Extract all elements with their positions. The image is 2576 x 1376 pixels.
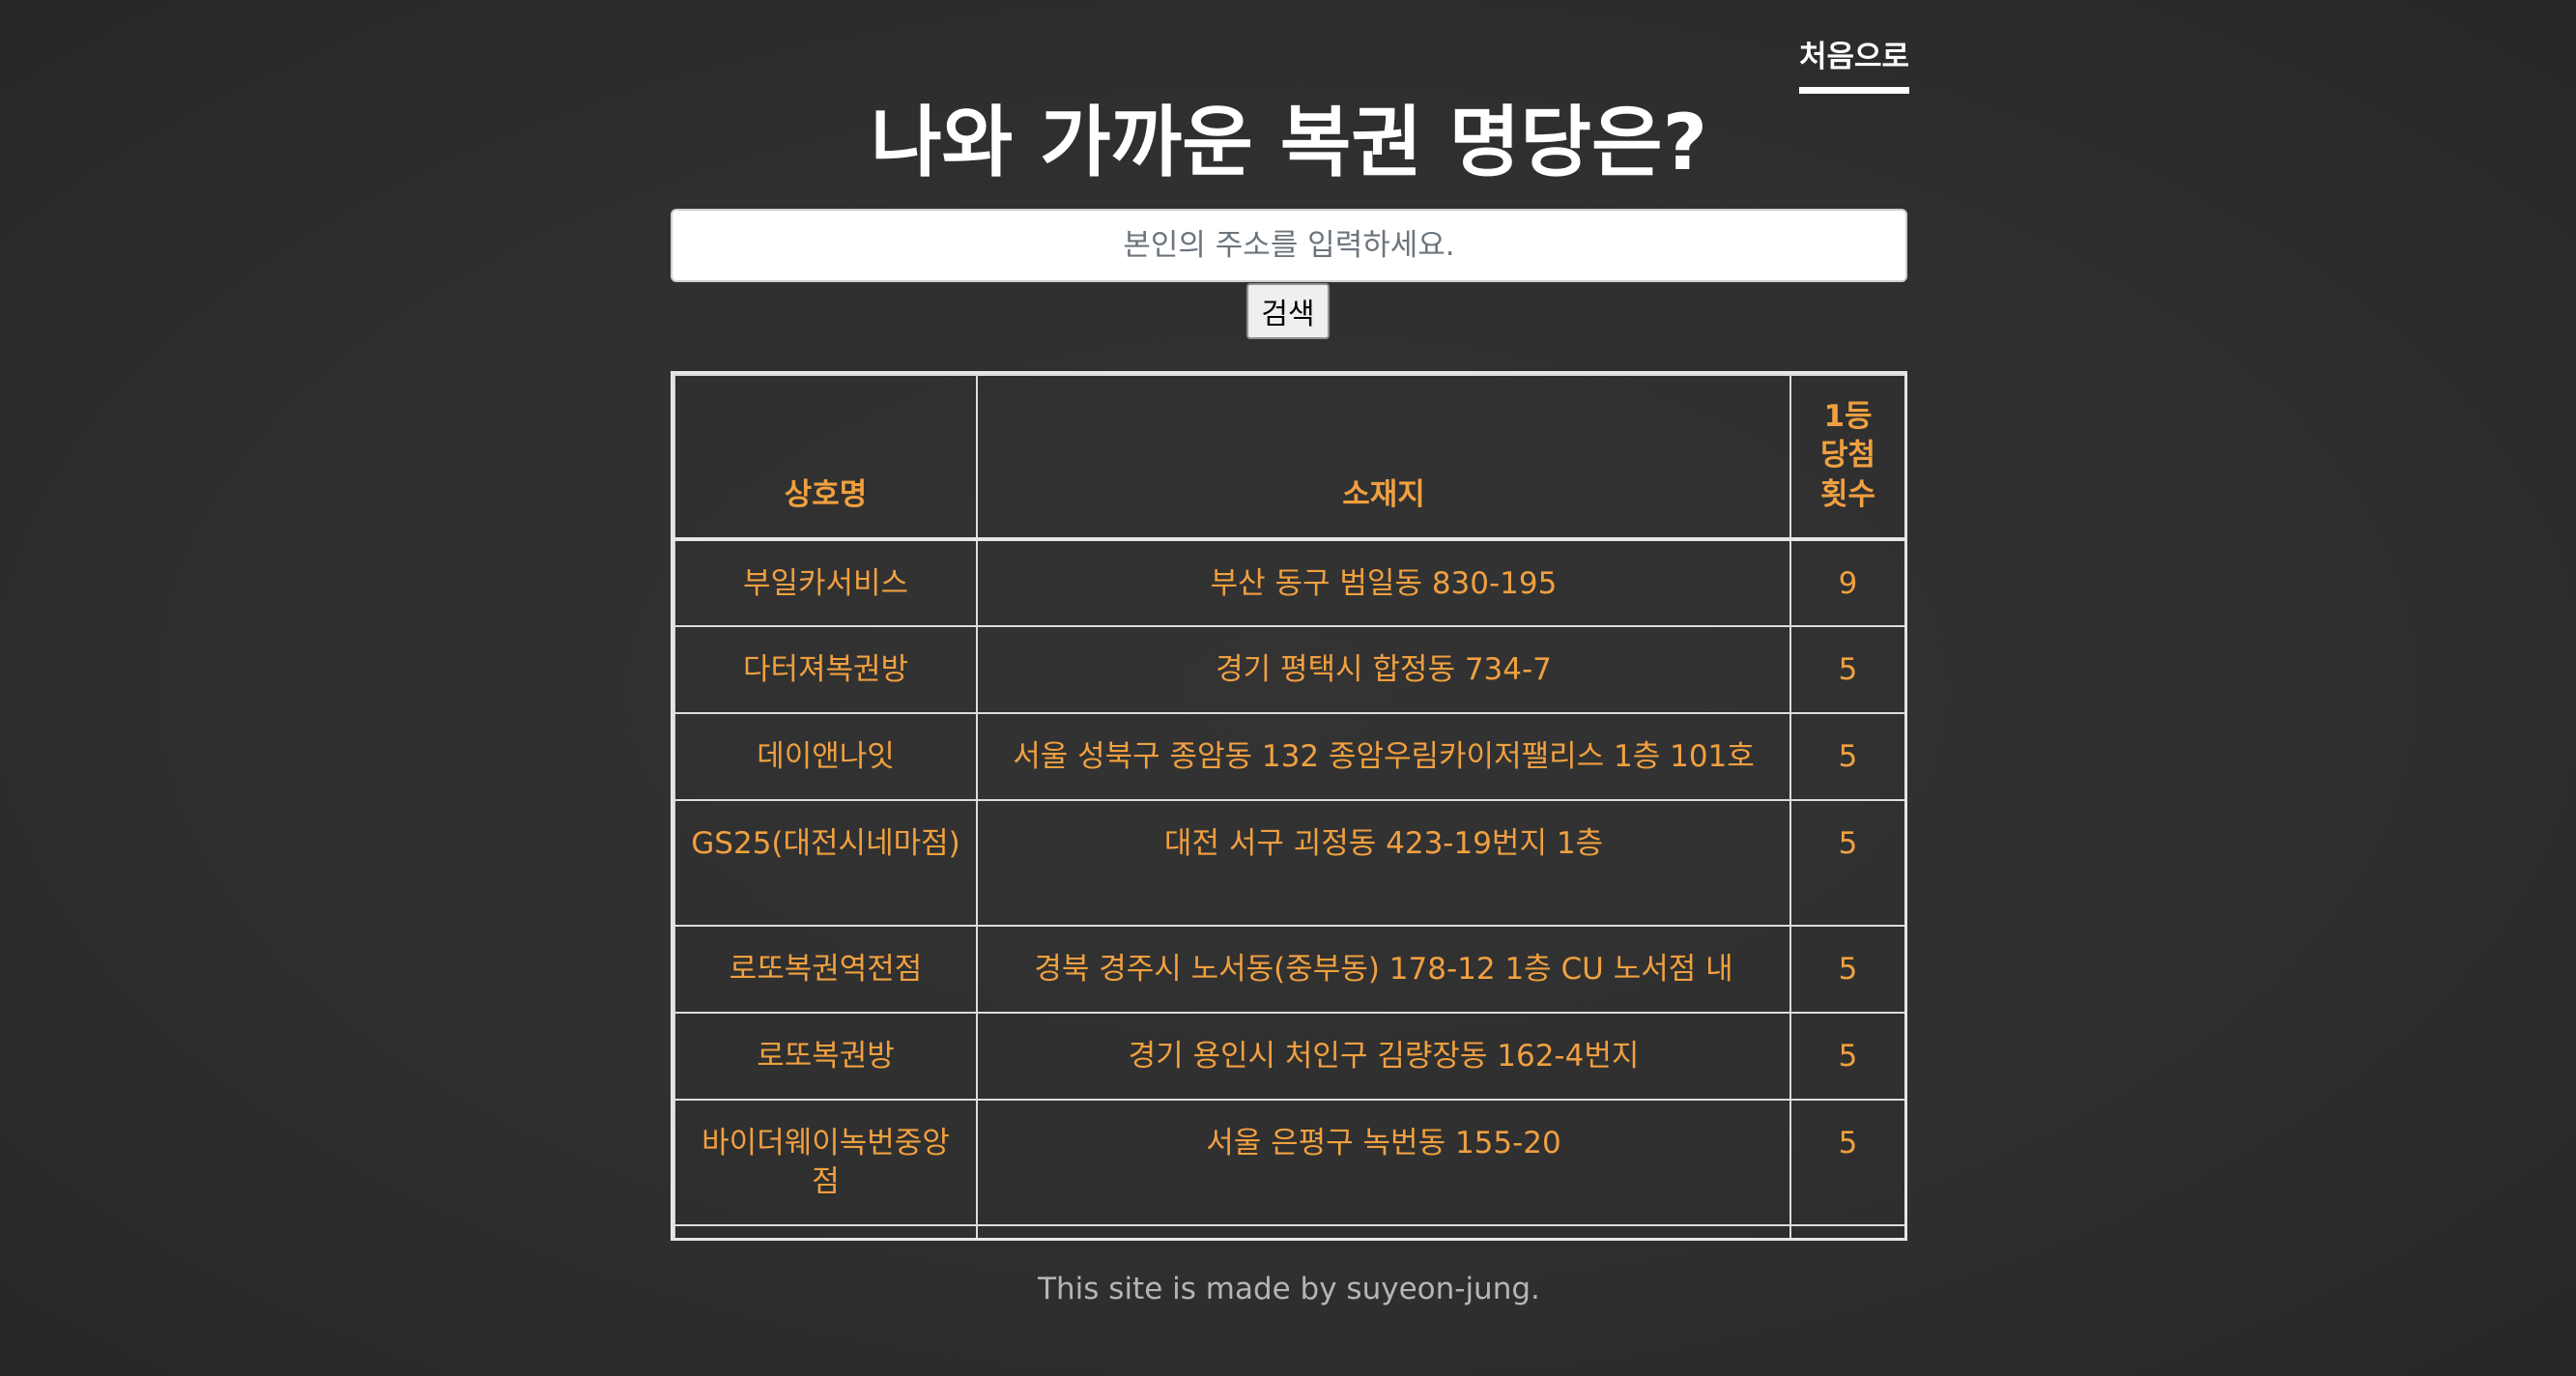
cell-name: 부일카서비스 bbox=[673, 538, 978, 627]
home-link[interactable]: 처음으로 bbox=[1799, 41, 1910, 95]
cell-count: 9 bbox=[1789, 538, 1904, 627]
cell-name: GS25(대전시네마점) bbox=[673, 799, 978, 927]
cell-count: 5 bbox=[1789, 625, 1904, 714]
table-row: 로또복권역전점 경북 경주시 노서동(중부동) 178-12 1층 CU 노서점… bbox=[673, 925, 1904, 1014]
cell-address: 대전 서구 괴정동 423-19번지 1층 bbox=[976, 799, 1791, 927]
results-table: 상호명 소재지 1등 당첨 횟수 부일카서비스 부산 동구 범일동 830-19… bbox=[673, 374, 1904, 1238]
cell-address: 경기 용인시 처인구 김량장동 162-4번지 bbox=[976, 1012, 1791, 1101]
table-row: 바이더웨이녹번중앙점 서울 은평구 녹번동 155-20 5 bbox=[673, 1099, 1904, 1226]
cell-name: 로또복권방 bbox=[673, 1012, 978, 1101]
cell-empty bbox=[976, 1224, 1791, 1238]
cell-address: 부산 동구 범일동 830-195 bbox=[976, 538, 1791, 627]
results-table-container[interactable]: 상호명 소재지 1등 당첨 횟수 부일카서비스 부산 동구 범일동 830-19… bbox=[671, 371, 1907, 1241]
column-header-address: 소재지 bbox=[976, 374, 1791, 541]
cell-address: 서울 은평구 녹번동 155-20 bbox=[976, 1099, 1791, 1226]
cell-name: 다터져복권방 bbox=[673, 625, 978, 714]
search-button[interactable]: 검색 bbox=[1246, 283, 1330, 339]
cell-count: 5 bbox=[1789, 925, 1904, 1014]
table-row: 다터져복권방 경기 평택시 합정동 734-7 5 bbox=[673, 625, 1904, 714]
column-header-name: 상호명 bbox=[673, 374, 978, 541]
cell-name: 바이더웨이녹번중앙점 bbox=[673, 1099, 978, 1226]
table-row: 데이앤나잇 서울 성북구 종암동 132 종암우림카이저팰리스 1층 101호 … bbox=[673, 712, 1904, 801]
cell-name: 로또복권역전점 bbox=[673, 925, 978, 1014]
table-row-partial bbox=[673, 1224, 1904, 1238]
cell-count: 5 bbox=[1789, 799, 1904, 927]
cell-address: 경북 경주시 노서동(중부동) 178-12 1층 CU 노서점 내 bbox=[976, 925, 1791, 1014]
cell-count: 5 bbox=[1789, 1012, 1904, 1101]
table-row: 부일카서비스 부산 동구 범일동 830-195 9 bbox=[673, 538, 1904, 627]
cell-name: 데이앤나잇 bbox=[673, 712, 978, 801]
cell-empty bbox=[1789, 1224, 1904, 1238]
cell-address: 경기 평택시 합정동 734-7 bbox=[976, 625, 1791, 714]
column-header-count: 1등 당첨 횟수 bbox=[1789, 374, 1904, 541]
footer-credit: This site is made by suyeon-jung. bbox=[1038, 1272, 1540, 1306]
page-title: 나와 가까운 복권 명당은? bbox=[871, 98, 1707, 187]
cell-empty bbox=[673, 1224, 978, 1238]
cell-count: 5 bbox=[1789, 1099, 1904, 1226]
table-header-row: 상호명 소재지 1등 당첨 횟수 bbox=[673, 374, 1904, 541]
table-row: 로또복권방 경기 용인시 처인구 김량장동 162-4번지 5 bbox=[673, 1012, 1904, 1101]
cell-address: 서울 성북구 종암동 132 종암우림카이저팰리스 1층 101호 bbox=[976, 712, 1791, 801]
address-search-input[interactable] bbox=[671, 209, 1907, 282]
cell-count: 5 bbox=[1789, 712, 1904, 801]
table-row: GS25(대전시네마점) 대전 서구 괴정동 423-19번지 1층 5 bbox=[673, 799, 1904, 927]
